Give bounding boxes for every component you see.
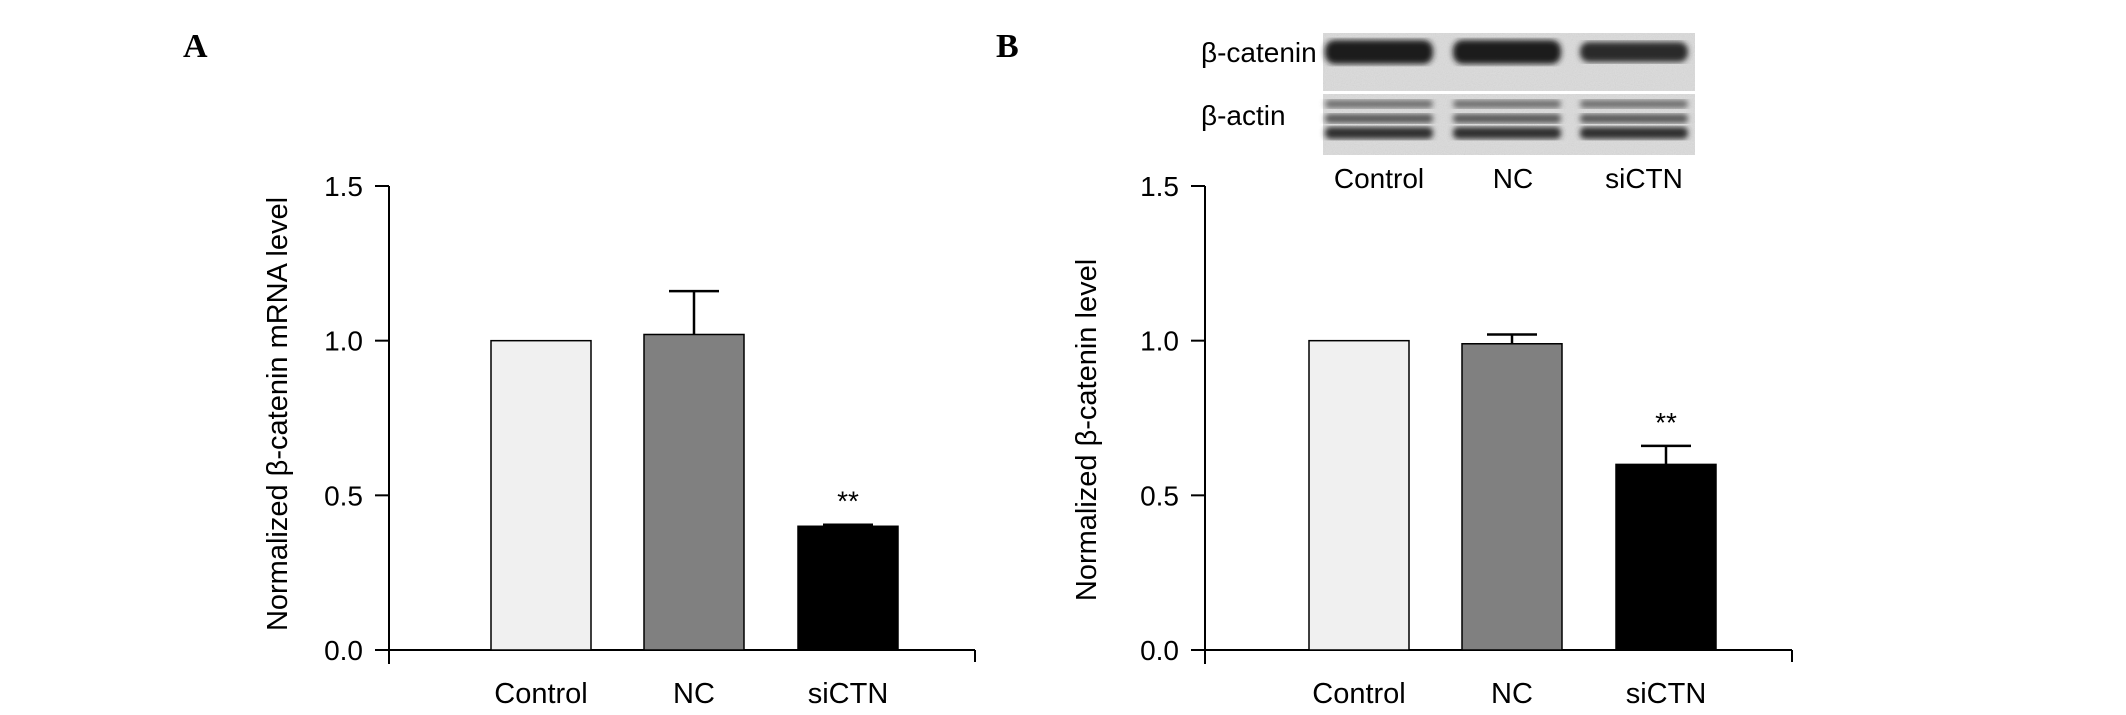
y-tick-label: 0.0 — [324, 635, 363, 666]
y-tick-label: 1.0 — [1140, 326, 1179, 357]
band-bactin-nc-1 — [1453, 100, 1561, 108]
x-tick-label: NC — [673, 678, 715, 710]
y-tick-label: 0.5 — [324, 480, 363, 511]
chart-a: Normalized β-catenin mRNA level 0.0 0.5 1.… — [262, 171, 976, 710]
x-tick-label: Control — [494, 678, 588, 710]
bar-nc — [1461, 343, 1563, 651]
panel-b-letter: B — [996, 28, 1019, 65]
band-bactin-nc-2 — [1453, 114, 1561, 123]
blot-lane-label-control: Control — [1334, 163, 1424, 194]
band-bactin-sictn-2 — [1580, 114, 1688, 123]
bar-control — [1308, 339, 1410, 651]
band-bactin-control-1 — [1325, 100, 1433, 108]
blot-row-label-bactin: β-actin — [1201, 100, 1286, 131]
blot-row-label-bcatenin: β-catenin — [1201, 37, 1317, 68]
significance-label: ** — [837, 486, 859, 517]
bar-control — [490, 339, 592, 651]
chart-b: Normalized β-catenin level 0.0 0.5 1.0 1.5 C… — [1071, 171, 1793, 710]
blot-lane-label-sictn: siCTN — [1605, 163, 1683, 194]
blot-divider — [1323, 91, 1695, 94]
band-bactin-nc-3 — [1453, 127, 1561, 139]
band-bactin-control-3 — [1325, 127, 1433, 139]
x-tick-label: siCTN — [808, 678, 889, 710]
y-axis-label: Normalized β-catenin mRNA level — [262, 197, 294, 631]
panel-a-letter: A — [183, 28, 208, 65]
band-bcatenin-nc — [1453, 40, 1561, 64]
band-bcatenin-sictn — [1580, 42, 1688, 62]
blot-lane-label-nc: NC — [1493, 163, 1533, 194]
x-tick-label: NC — [1491, 678, 1533, 710]
y-axis-label: Normalized β-catenin level — [1071, 259, 1103, 601]
band-bactin-sictn-1 — [1580, 100, 1688, 108]
band-bactin-control-2 — [1325, 114, 1433, 123]
band-bactin-sictn-3 — [1580, 127, 1688, 139]
significance-label: ** — [1655, 407, 1677, 438]
bar-sictn — [1615, 463, 1717, 651]
y-tick-label: 1.0 — [324, 326, 363, 357]
y-tick-label: 1.5 — [1140, 171, 1179, 202]
x-tick-label: Control — [1312, 678, 1406, 710]
y-tick-label: 0.0 — [1140, 635, 1179, 666]
x-tick-label: siCTN — [1626, 678, 1707, 710]
bar-nc — [643, 333, 745, 651]
bar-sictn — [797, 525, 899, 651]
western-blot: β-catenin β-actin Control NC siCTN — [1201, 33, 1695, 194]
band-bcatenin-control — [1325, 40, 1433, 64]
y-tick-label: 1.5 — [324, 171, 363, 202]
y-tick-label: 0.5 — [1140, 480, 1179, 511]
